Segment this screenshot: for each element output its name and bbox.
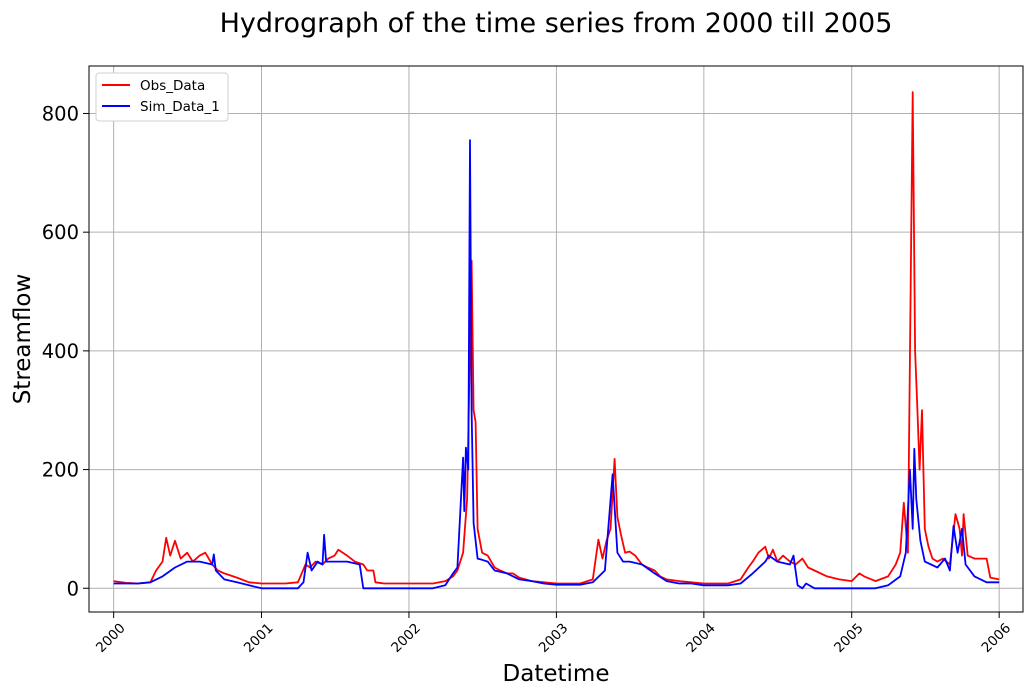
- axis-ticks: 2000 2001 2002 2003 2004 2005 2006 0 200 400 600 80…: [42, 102, 1014, 655]
- series-layer: [113, 91, 1000, 590]
- legend: Obs_Data Sim_Data_1: [95, 72, 229, 122]
- x-tick-label: 2006: [979, 620, 1015, 656]
- series-line-sim-data-1: [113, 139, 1000, 590]
- chart-title: Hydrograph of the time series from 2000 …: [220, 8, 893, 39]
- y-axis-label: Streamflow: [10, 274, 36, 405]
- x-axis-label: Datetime: [503, 661, 610, 687]
- x-tick-label: 2001: [241, 620, 277, 656]
- x-tick-label: 2004: [683, 620, 719, 656]
- grid-lines: [89, 66, 1023, 612]
- x-tick-label: 2002: [388, 620, 424, 656]
- x-tick-label: 2003: [536, 620, 572, 656]
- y-tick-label: 800: [42, 102, 79, 125]
- x-tick-label: 2005: [831, 620, 867, 656]
- x-tick-label: 2000: [93, 620, 129, 656]
- legend-label: Sim_Data_1: [140, 99, 220, 115]
- y-tick-label: 400: [42, 340, 79, 363]
- y-tick-label: 0: [67, 577, 79, 600]
- legend-label: Obs_Data: [140, 78, 205, 94]
- y-tick-label: 600: [42, 221, 79, 244]
- series-line-obs-data: [113, 91, 1000, 585]
- y-tick-label: 200: [42, 459, 79, 482]
